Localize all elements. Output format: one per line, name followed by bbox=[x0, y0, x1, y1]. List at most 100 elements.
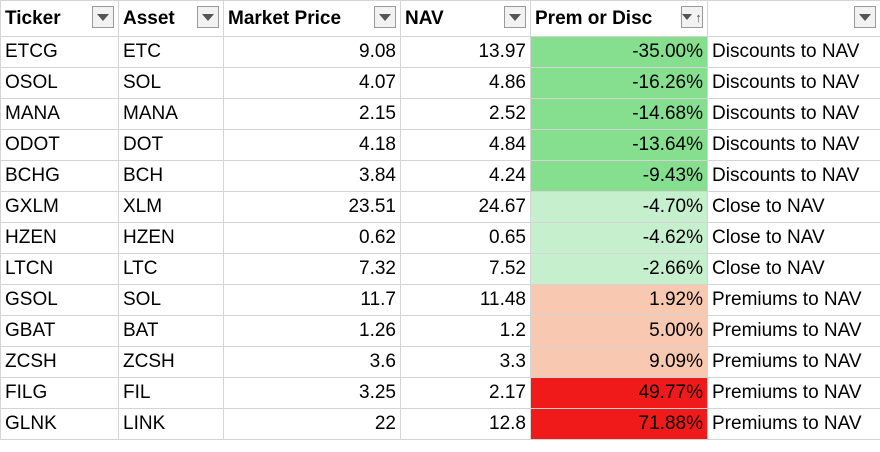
asset-cell[interactable]: MANA bbox=[118, 98, 224, 130]
asset-cell[interactable]: SOL bbox=[118, 284, 224, 316]
ticker-cell[interactable]: MANA bbox=[0, 98, 119, 130]
category-cell[interactable]: Premiums to NAV bbox=[707, 284, 880, 316]
asset-cell[interactable]: SOL bbox=[118, 67, 224, 99]
prem-or-disc-cell[interactable]: -9.43% bbox=[530, 160, 708, 192]
nav-cell[interactable]: 4.84 bbox=[400, 129, 531, 161]
header-label: Asset bbox=[123, 7, 175, 29]
nav-cell[interactable]: 24.67 bbox=[400, 191, 531, 223]
table-row: ODOT DOT 4.18 4.84 -13.64% Discounts to NAV bbox=[0, 129, 880, 161]
header-ticker: Ticker bbox=[0, 0, 119, 37]
sort-ascending-icon[interactable]: ↑ bbox=[681, 6, 703, 28]
prem-or-disc-cell[interactable]: 1.92% bbox=[530, 284, 708, 316]
nav-cell[interactable]: 0.65 bbox=[400, 222, 531, 254]
table-row: LTCN LTC 7.32 7.52 -2.66% Close to NAV bbox=[0, 253, 880, 285]
category-cell[interactable]: Close to NAV bbox=[707, 222, 880, 254]
category-cell[interactable]: Premiums to NAV bbox=[707, 315, 880, 347]
asset-cell[interactable]: ETC bbox=[118, 36, 224, 68]
market-price-cell[interactable]: 4.07 bbox=[223, 67, 401, 99]
category-cell[interactable]: Premiums to NAV bbox=[707, 408, 880, 440]
market-price-cell[interactable]: 1.26 bbox=[223, 315, 401, 347]
ticker-cell[interactable]: HZEN bbox=[0, 222, 119, 254]
prem-or-disc-cell[interactable]: -2.66% bbox=[530, 253, 708, 285]
category-cell[interactable]: Premiums to NAV bbox=[707, 346, 880, 378]
market-price-cell[interactable]: 3.84 bbox=[223, 160, 401, 192]
header-label: Prem or Disc bbox=[535, 7, 653, 29]
prem-or-disc-cell[interactable]: -16.26% bbox=[530, 67, 708, 99]
table-row: BCHG BCH 3.84 4.24 -9.43% Discounts to NAV bbox=[0, 160, 880, 192]
ticker-cell[interactable]: FILG bbox=[0, 377, 119, 409]
prem-or-disc-cell[interactable]: 71.88% bbox=[530, 408, 708, 440]
asset-cell[interactable]: BCH bbox=[118, 160, 224, 192]
ticker-cell[interactable]: GSOL bbox=[0, 284, 119, 316]
ticker-cell[interactable]: GBAT bbox=[0, 315, 119, 347]
market-price-cell[interactable]: 3.6 bbox=[223, 346, 401, 378]
filter-dropdown-icon[interactable] bbox=[92, 6, 114, 28]
prem-or-disc-cell[interactable]: -13.64% bbox=[530, 129, 708, 161]
ticker-cell[interactable]: OSOL bbox=[0, 67, 119, 99]
filter-dropdown-icon[interactable] bbox=[854, 6, 876, 28]
filter-dropdown-icon[interactable] bbox=[374, 6, 396, 28]
asset-cell[interactable]: LTC bbox=[118, 253, 224, 285]
category-cell[interactable]: Discounts to NAV bbox=[707, 98, 880, 130]
nav-cell[interactable]: 4.86 bbox=[400, 67, 531, 99]
header-category bbox=[707, 0, 880, 37]
nav-cell[interactable]: 2.52 bbox=[400, 98, 531, 130]
ticker-cell[interactable]: BCHG bbox=[0, 160, 119, 192]
category-cell[interactable]: Discounts to NAV bbox=[707, 160, 880, 192]
nav-cell[interactable]: 12.8 bbox=[400, 408, 531, 440]
prem-or-disc-cell[interactable]: -35.00% bbox=[530, 36, 708, 68]
nav-cell[interactable]: 11.48 bbox=[400, 284, 531, 316]
ticker-cell[interactable]: ETCG bbox=[0, 36, 119, 68]
ticker-cell[interactable]: ODOT bbox=[0, 129, 119, 161]
prem-or-disc-cell[interactable]: -4.70% bbox=[530, 191, 708, 223]
asset-cell[interactable]: BAT bbox=[118, 315, 224, 347]
header-prem-or-disc: Prem or Disc ↑ bbox=[530, 0, 708, 37]
market-price-cell[interactable]: 2.15 bbox=[223, 98, 401, 130]
ticker-cell[interactable]: ZCSH bbox=[0, 346, 119, 378]
nav-cell[interactable]: 3.3 bbox=[400, 346, 531, 378]
filter-dropdown-icon[interactable] bbox=[197, 6, 219, 28]
prem-or-disc-cell[interactable]: -14.68% bbox=[530, 98, 708, 130]
table-row: OSOL SOL 4.07 4.86 -16.26% Discounts to NAV bbox=[0, 67, 880, 99]
asset-cell[interactable]: XLM bbox=[118, 191, 224, 223]
table-row: GSOL SOL 11.7 11.48 1.92% Premiums to NAV bbox=[0, 284, 880, 316]
market-price-cell[interactable]: 4.18 bbox=[223, 129, 401, 161]
asset-cell[interactable]: HZEN bbox=[118, 222, 224, 254]
header-label: Market Price bbox=[228, 7, 342, 29]
category-cell[interactable]: Close to NAV bbox=[707, 191, 880, 223]
category-cell[interactable]: Discounts to NAV bbox=[707, 36, 880, 68]
category-cell[interactable]: Close to NAV bbox=[707, 253, 880, 285]
category-cell[interactable]: Discounts to NAV bbox=[707, 129, 880, 161]
asset-cell[interactable]: DOT bbox=[118, 129, 224, 161]
prem-or-disc-cell[interactable]: 9.09% bbox=[530, 346, 708, 378]
header-nav: NAV bbox=[400, 0, 531, 37]
table-row: FILG FIL 3.25 2.17 49.77% Premiums to NAV bbox=[0, 377, 880, 409]
ticker-cell[interactable]: LTCN bbox=[0, 253, 119, 285]
asset-cell[interactable]: FIL bbox=[118, 377, 224, 409]
ticker-cell[interactable]: GLNK bbox=[0, 408, 119, 440]
nav-cell[interactable]: 4.24 bbox=[400, 160, 531, 192]
category-cell[interactable]: Discounts to NAV bbox=[707, 67, 880, 99]
filter-dropdown-icon[interactable] bbox=[504, 6, 526, 28]
prem-or-disc-cell[interactable]: 5.00% bbox=[530, 315, 708, 347]
category-cell[interactable]: Premiums to NAV bbox=[707, 377, 880, 409]
market-price-cell[interactable]: 11.7 bbox=[223, 284, 401, 316]
nav-cell[interactable]: 1.2 bbox=[400, 315, 531, 347]
table-row: ZCSH ZCSH 3.6 3.3 9.09% Premiums to NAV bbox=[0, 346, 880, 378]
market-price-cell[interactable]: 22 bbox=[223, 408, 401, 440]
nav-cell[interactable]: 2.17 bbox=[400, 377, 531, 409]
nav-cell[interactable]: 13.97 bbox=[400, 36, 531, 68]
prem-or-disc-cell[interactable]: -4.62% bbox=[530, 222, 708, 254]
header-label: Ticker bbox=[5, 7, 61, 29]
nav-cell[interactable]: 7.52 bbox=[400, 253, 531, 285]
market-price-cell[interactable]: 3.25 bbox=[223, 377, 401, 409]
market-price-cell[interactable]: 9.08 bbox=[223, 36, 401, 68]
table-row: HZEN HZEN 0.62 0.65 -4.62% Close to NAV bbox=[0, 222, 880, 254]
market-price-cell[interactable]: 23.51 bbox=[223, 191, 401, 223]
ticker-cell[interactable]: GXLM bbox=[0, 191, 119, 223]
asset-cell[interactable]: ZCSH bbox=[118, 346, 224, 378]
prem-or-disc-cell[interactable]: 49.77% bbox=[530, 377, 708, 409]
market-price-cell[interactable]: 0.62 bbox=[223, 222, 401, 254]
asset-cell[interactable]: LINK bbox=[118, 408, 224, 440]
market-price-cell[interactable]: 7.32 bbox=[223, 253, 401, 285]
